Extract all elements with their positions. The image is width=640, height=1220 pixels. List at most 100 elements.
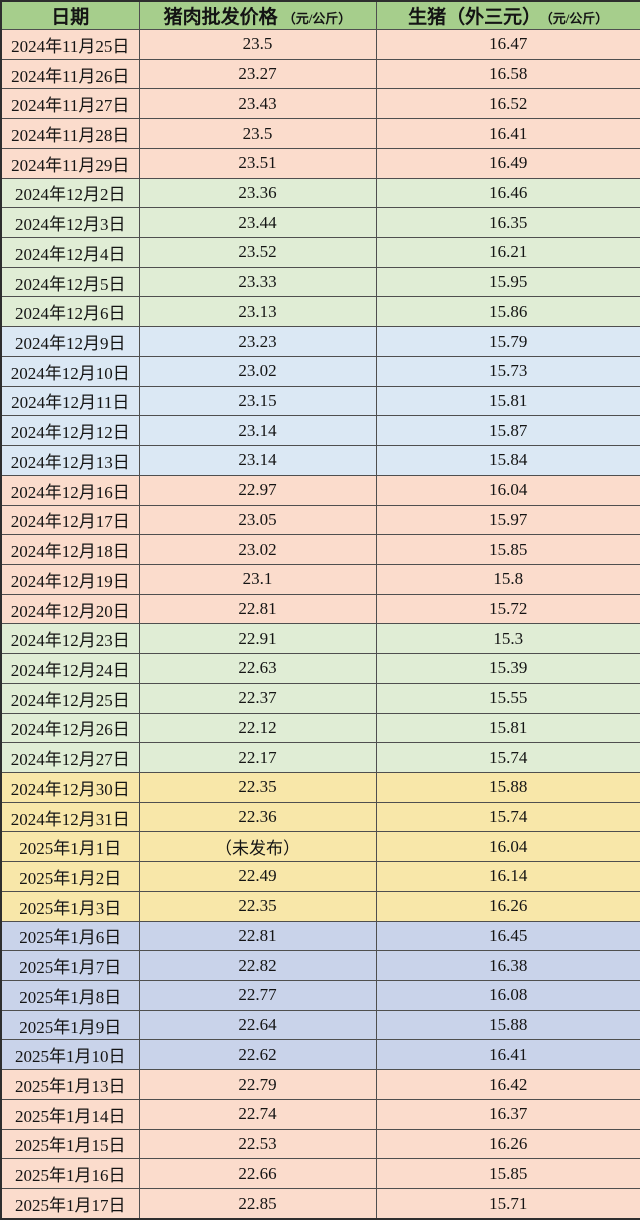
date-cell: 2024年12月18日: [0, 534, 140, 565]
pig-price-cell: 16.52: [375, 88, 640, 120]
date-cell: 2025年1月6日: [0, 920, 140, 952]
date-cell: 2024年12月9日: [0, 326, 140, 357]
pork-price-cell: 22.64: [138, 1009, 377, 1041]
date-cell: 2024年12月4日: [0, 237, 140, 268]
pork-price-cell: 23.5: [138, 29, 377, 60]
table-row: 2024年11月29日 23.51 16.49: [0, 147, 640, 179]
pig-price-cell: 15.88: [375, 771, 640, 803]
pig-price-cell: 16.46: [375, 177, 640, 209]
pork-price-cell: 23.52: [138, 237, 377, 268]
pork-price-cell: 22.66: [138, 1158, 377, 1190]
date-cell: 2024年12月20日: [0, 593, 140, 625]
pig-price-cell: 16.49: [375, 147, 640, 179]
table-row: 2025年1月2日 22.49 16.14: [0, 861, 640, 892]
date-cell: 2024年12月5日: [0, 266, 140, 298]
date-cell: 2024年12月12日: [0, 415, 140, 447]
pig-price-cell: 16.35: [375, 207, 640, 239]
pig-price-cell: 15.86: [375, 296, 640, 328]
date-cell: 2025年1月9日: [0, 1009, 140, 1041]
header-pig-unit: （元/公斤）: [546, 11, 609, 26]
header-date: 日期: [0, 0, 140, 30]
pig-price-cell: 15.81: [375, 712, 640, 744]
header-pork-price: 猪肉批发价格 （元/公斤）: [138, 0, 377, 30]
pig-price-cell: 16.47: [375, 29, 640, 60]
pig-price-cell: 16.08: [375, 980, 640, 1011]
pig-price-cell: 16.41: [375, 1039, 640, 1071]
table-row: 2025年1月17日 22.85 15.71: [0, 1188, 640, 1220]
table-row: 2024年12月26日 22.12 15.81: [0, 712, 640, 744]
pork-price-cell: 23.14: [138, 415, 377, 447]
date-cell: 2024年12月23日: [0, 623, 140, 655]
table-row: 2025年1月3日 22.35 16.26: [0, 890, 640, 922]
date-cell: 2024年12月6日: [0, 296, 140, 328]
date-cell: 2024年12月26日: [0, 712, 140, 744]
date-cell: 2024年12月13日: [0, 445, 140, 476]
pork-price-cell: 23.02: [138, 534, 377, 565]
pork-price-cell: 22.35: [138, 771, 377, 803]
table-row: 2024年12月30日 22.35 15.88: [0, 771, 640, 803]
table-row: 2024年12月31日 22.36 15.74: [0, 801, 640, 833]
date-cell: 2024年11月29日: [0, 147, 140, 179]
pork-price-cell: 23.51: [138, 147, 377, 179]
pork-price-cell: 23.23: [138, 326, 377, 357]
table-row: 2025年1月10日 22.62 16.41: [0, 1039, 640, 1071]
pork-price-cell: 22.35: [138, 890, 377, 922]
pig-price-cell: 15.95: [375, 266, 640, 298]
header-row: 日期 猪肉批发价格 （元/公斤） 生猪（外三元） （元/公斤）: [0, 0, 640, 30]
table-row: 2025年1月9日 22.64 15.88: [0, 1009, 640, 1041]
pork-price-cell: 22.17: [138, 742, 377, 773]
header-pork-label: 猪肉批发价格: [163, 7, 278, 28]
date-cell: 2024年12月3日: [0, 207, 140, 239]
pig-price-cell: 15.79: [375, 326, 640, 357]
table-row: 2024年12月10日 23.02 15.73: [0, 355, 640, 387]
table-row: 2024年11月28日 23.5 16.41: [0, 118, 640, 149]
date-cell: 2025年1月2日: [0, 861, 140, 892]
date-cell: 2024年12月24日: [0, 653, 140, 684]
date-cell: 2025年1月8日: [0, 980, 140, 1011]
table-row: 2025年1月14日 22.74 16.37: [0, 1098, 640, 1130]
pork-price-cell: 22.53: [138, 1128, 377, 1160]
pork-price-cell: 22.82: [138, 950, 377, 981]
pork-price-cell: 23.1: [138, 563, 377, 595]
table-row: 2024年12月16日 22.97 16.04: [0, 474, 640, 506]
date-cell: 2024年12月27日: [0, 742, 140, 773]
pork-price-cell: 23.36: [138, 177, 377, 209]
pork-price-cell: 22.85: [138, 1188, 377, 1220]
table-row: 2025年1月8日 22.77 16.08: [0, 980, 640, 1011]
pig-price-cell: 16.42: [375, 1069, 640, 1100]
table-row: 2024年12月18日 23.02 15.85: [0, 534, 640, 565]
pork-price-cell: 22.63: [138, 653, 377, 684]
pork-price-cell: 23.27: [138, 58, 377, 90]
date-cell: 2024年12月2日: [0, 177, 140, 209]
pig-price-cell: 15.71: [375, 1188, 640, 1220]
pork-price-cell: 22.74: [138, 1098, 377, 1130]
pig-price-cell: 15.8: [375, 563, 640, 595]
pork-price-cell: 22.81: [138, 920, 377, 952]
pork-price-cell: 23.05: [138, 504, 377, 536]
date-cell: 2025年1月7日: [0, 950, 140, 981]
header-pig-price: 生猪（外三元） （元/公斤）: [375, 0, 640, 30]
table-row: 2024年11月27日 23.43 16.52: [0, 88, 640, 120]
table-row: 2024年12月23日 22.91 15.3: [0, 623, 640, 655]
table-row: 2024年11月25日 23.5 16.47: [0, 29, 640, 60]
date-cell: 2024年12月10日: [0, 355, 140, 387]
pig-price-cell: 16.04: [375, 474, 640, 506]
date-cell: 2025年1月15日: [0, 1128, 140, 1160]
date-cell: 2024年12月30日: [0, 771, 140, 803]
date-cell: 2024年11月26日: [0, 58, 140, 90]
pig-price-cell: 15.39: [375, 653, 640, 684]
table-row: 2024年12月17日 23.05 15.97: [0, 504, 640, 536]
date-cell: 2024年12月16日: [0, 474, 140, 506]
table-row: 2024年12月13日 23.14 15.84: [0, 445, 640, 476]
pork-price-cell: 23.14: [138, 445, 377, 476]
pig-price-cell: 16.14: [375, 861, 640, 892]
table-row: 2024年12月19日 23.1 15.8: [0, 563, 640, 595]
date-cell: 2024年12月17日: [0, 504, 140, 536]
table-row: 2024年12月27日 22.17 15.74: [0, 742, 640, 773]
pork-price-cell: 23.15: [138, 385, 377, 417]
pork-price-cell: 23.02: [138, 355, 377, 387]
date-cell: 2025年1月1日: [0, 831, 140, 863]
table-row: 2025年1月16日 22.66 15.85: [0, 1158, 640, 1190]
pork-price-cell: 22.81: [138, 593, 377, 625]
